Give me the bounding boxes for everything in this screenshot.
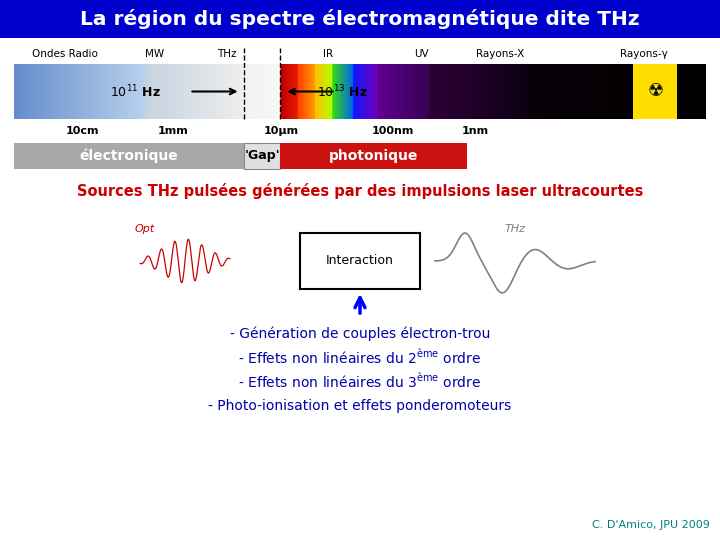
Text: - Effets non linéaires du $3^{\mathregular{ème}}$ ordre: - Effets non linéaires du $3^{\mathregul…: [238, 373, 482, 391]
Text: Opt: Opt: [135, 224, 155, 234]
Text: IR: IR: [323, 49, 333, 59]
Bar: [300, 233, 420, 289]
Text: - Génération de couples électron-trou: - Génération de couples électron-trou: [230, 327, 490, 341]
Text: 10cm: 10cm: [66, 126, 99, 136]
Text: 10μm: 10μm: [264, 126, 298, 136]
Text: Interaction: Interaction: [326, 254, 394, 267]
Text: - Photo-ionisation et effets ponderomoteurs: - Photo-ionisation et effets ponderomote…: [208, 399, 512, 413]
Text: photonique: photonique: [329, 149, 418, 163]
Text: - Effets non linéaires du $2^{\mathregular{ème}}$ ordre: - Effets non linéaires du $2^{\mathregul…: [238, 349, 482, 367]
Text: Ondes Radio: Ondes Radio: [32, 49, 98, 59]
Text: UV: UV: [414, 49, 428, 59]
Text: 1mm: 1mm: [158, 126, 188, 136]
Text: électronique: électronique: [80, 148, 179, 163]
Text: - Effets non linéaires du $3^{\rm ème}$ ordre: - Effets non linéaires du $3^{\rm ème}$ …: [238, 373, 482, 391]
Bar: [634, 64, 678, 119]
Bar: [0, 0, 720, 38]
Text: Sources THz pulsées générées par des impulsions laser ultracourtes: Sources THz pulsées générées par des imp…: [77, 183, 643, 199]
Bar: [50, 374, 670, 396]
Text: La région du spectre électromagnétique dite THz: La région du spectre électromagnétique d…: [80, 9, 640, 29]
Bar: [14, 143, 244, 169]
Text: C. D'Amico, JPU 2009: C. D'Amico, JPU 2009: [592, 520, 710, 530]
Bar: [280, 143, 467, 169]
Text: - Photo-ionisation et effets ponderomoteurs: - Photo-ionisation et effets ponderomote…: [208, 399, 512, 413]
Text: MW: MW: [145, 49, 164, 59]
Text: - Effets non linéaires du $2^{\rm ème}$ ordre: - Effets non linéaires du $2^{\rm ème}$ …: [238, 349, 482, 367]
Text: $10^{13}$ Hz: $10^{13}$ Hz: [318, 83, 368, 100]
Text: - Effets non linéaires du 2 ordre: - Effets non linéaires du 2 ordre: [251, 351, 469, 365]
Bar: [50, 398, 670, 420]
Text: - Génération de couples électron-trou: - Génération de couples électron-trou: [230, 327, 490, 341]
Text: 'Gap': 'Gap': [245, 150, 280, 163]
Bar: [244, 143, 280, 169]
Text: $10^{11}$ Hz: $10^{11}$ Hz: [109, 83, 161, 100]
Bar: [50, 350, 670, 372]
Text: THz: THz: [217, 49, 237, 59]
Text: ☢: ☢: [647, 83, 663, 100]
Text: 1nm: 1nm: [462, 126, 489, 136]
Text: - Effets non linéaires du 3 ordre: - Effets non linéaires du 3 ordre: [251, 375, 469, 389]
Text: THz: THz: [505, 224, 526, 234]
Bar: [50, 326, 670, 348]
Text: Rayons-γ: Rayons-γ: [621, 49, 668, 59]
Text: 100nm: 100nm: [372, 126, 413, 136]
Text: Rayons-X: Rayons-X: [476, 49, 525, 59]
